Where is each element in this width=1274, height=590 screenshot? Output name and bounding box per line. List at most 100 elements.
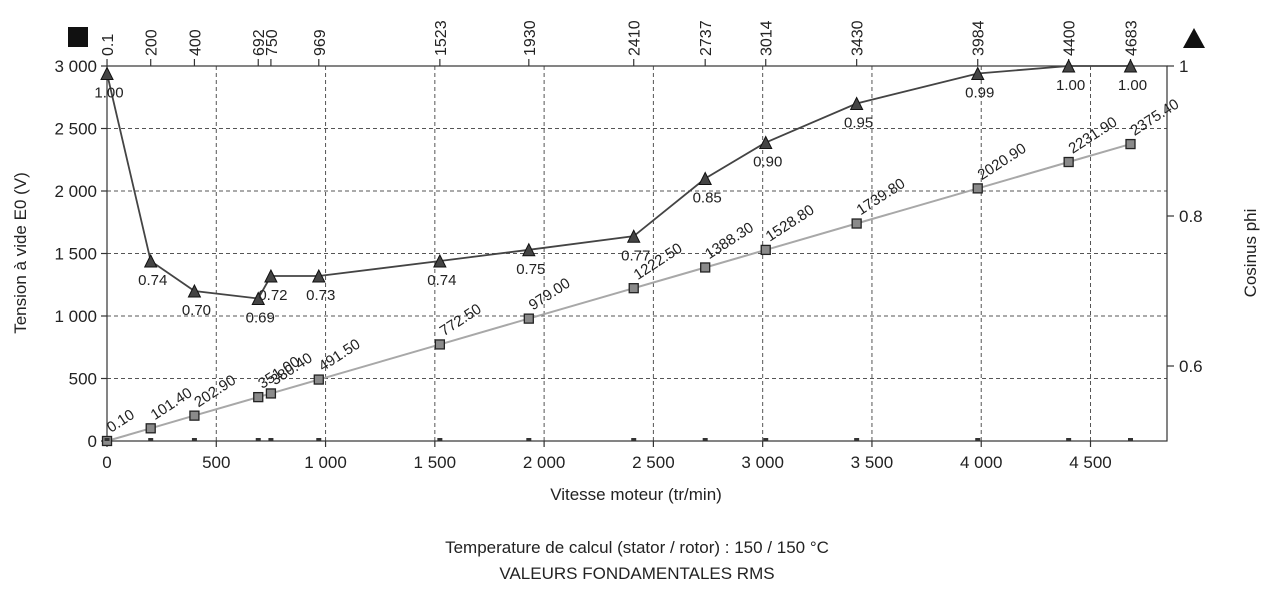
data-point-triangle (1061, 58, 1076, 73)
data-point-square (523, 313, 534, 324)
data-point-square (851, 218, 862, 229)
data-label-cosphi: 0.95 (844, 115, 873, 132)
y-right-tick-label: 0.6 (1179, 357, 1203, 376)
y-right-tick-label: 1 (1179, 57, 1188, 76)
data-label-cosphi: 0.72 (258, 287, 287, 304)
data-label-cosphi: 0.85 (693, 190, 722, 207)
top-tick-label: 1523 (433, 20, 450, 56)
y-left-tick-label: 1 000 (54, 307, 97, 326)
baseline-marker (526, 438, 532, 441)
data-point-triangle (522, 242, 536, 257)
caption-title: VALEURS FONDAMENTALES RMS (499, 564, 775, 583)
data-label-voltage: 1739.80 (854, 175, 909, 219)
data-point-triangle (1123, 58, 1138, 73)
y-right-axis-title: Cosinus phi (1241, 209, 1260, 298)
baseline-marker (268, 438, 274, 441)
baseline-marker (1128, 438, 1134, 441)
top-tick-label: 3984 (971, 20, 988, 56)
data-label-voltage: 2231.90 (1066, 114, 1121, 158)
data-point-square (145, 423, 156, 434)
data-point-square (434, 339, 446, 350)
baseline-marker (255, 438, 261, 441)
data-point-square (628, 283, 639, 294)
axis-layer: 0 500 1 000 1 500 2 000 2 500 3 000 0.6 0.8 1 0 500… (54, 20, 1202, 472)
baseline-marker (191, 438, 197, 441)
x-tick-label: 3 500 (851, 453, 894, 472)
data-label-voltage: 1528.80 (763, 201, 818, 245)
data-label-cosphi: 0.75 (516, 261, 545, 278)
data-label-cosphi: 0.77 (621, 247, 650, 264)
top-tick-label: 2737 (698, 20, 715, 56)
data-label-cosphi: 0.69 (246, 310, 275, 327)
data-point-square (189, 410, 200, 421)
data-point-triangle (698, 171, 712, 185)
data-point-square (313, 374, 324, 385)
y-left-tick-label: 1 500 (54, 245, 97, 264)
data-label-cosphi: 0.74 (138, 272, 167, 289)
top-tick-label: 4400 (1062, 20, 1079, 56)
baseline-marker (702, 438, 708, 441)
data-label-cosphi: 0.99 (965, 85, 994, 102)
top-tick-label: 4683 (1124, 20, 1141, 56)
top-tick-label: 1930 (522, 20, 539, 56)
legend-triangle-marker (1183, 28, 1205, 48)
data-point-triangle (187, 283, 202, 298)
data-point-triangle (758, 135, 773, 149)
data-label-cosphi: 0.70 (182, 302, 211, 319)
top-tick-label: 0.1 (100, 34, 117, 56)
top-tick-label: 200 (144, 29, 161, 56)
data-label-voltage: 2020.90 (975, 140, 1030, 184)
top-tick-label: 750 (264, 29, 281, 56)
baseline-marker (316, 438, 322, 441)
data-label-cosphi: 1.00 (1118, 77, 1147, 94)
data-point-square (700, 262, 711, 273)
data-label-voltage: 2375.40 (1127, 96, 1182, 140)
data-point-square (253, 391, 264, 403)
y-left-tick-label: 0 (88, 432, 97, 451)
data-point-triangle (264, 268, 278, 283)
data-label-cosphi: 0.90 (753, 154, 782, 171)
top-tick-label: 2410 (627, 20, 644, 56)
grid-layer (107, 66, 1167, 441)
data-point-triangle (970, 66, 985, 80)
top-tick-label: 400 (187, 29, 204, 56)
data-point-square (265, 388, 277, 399)
data-point-triangle (143, 253, 158, 268)
x-tick-label: 0 (102, 453, 111, 472)
y-left-tick-label: 2 000 (54, 182, 97, 201)
top-tick-label: 3014 (759, 20, 776, 56)
data-label-cosphi: 1.00 (1056, 77, 1085, 94)
data-point-triangle (311, 268, 326, 283)
data-point-triangle (433, 253, 447, 268)
data-point-triangle (849, 96, 864, 110)
top-tick-label: 3430 (850, 20, 867, 56)
x-tick-label: 1 500 (414, 453, 457, 472)
x-axis-title: Vitesse moteur (tr/min) (550, 485, 722, 504)
y-left-tick-label: 2 500 (54, 120, 97, 139)
data-label-cosphi: 0.73 (306, 287, 335, 304)
y-left-tick-label: 500 (69, 370, 97, 389)
data-point-square (1125, 138, 1136, 150)
data-point-triangle (100, 66, 114, 80)
data-label-cosphi: 1.00 (94, 85, 123, 102)
x-tick-label: 1 000 (304, 453, 347, 472)
baseline-marker (631, 438, 637, 441)
baseline-marker (148, 438, 154, 441)
baseline-marker (763, 438, 769, 441)
baseline-marker (437, 438, 443, 441)
baseline-marker (1066, 438, 1072, 441)
x-tick-label: 2 500 (632, 453, 675, 472)
y-left-axis-title: Tension à vide E0 (V) (11, 172, 30, 334)
data-point-square (1063, 156, 1074, 168)
data-label-cosphi: 0.74 (427, 272, 456, 289)
x-tick-label: 500 (202, 453, 230, 472)
y-right-tick-label: 0.8 (1179, 207, 1203, 226)
baseline-marker (854, 438, 860, 441)
baseline-marker (104, 438, 110, 441)
y-left-tick-label: 3 000 (54, 57, 97, 76)
data-label-voltage: 0.10 (104, 406, 138, 436)
data-point-triangle (626, 229, 641, 243)
top-tick-label: 969 (312, 29, 329, 56)
